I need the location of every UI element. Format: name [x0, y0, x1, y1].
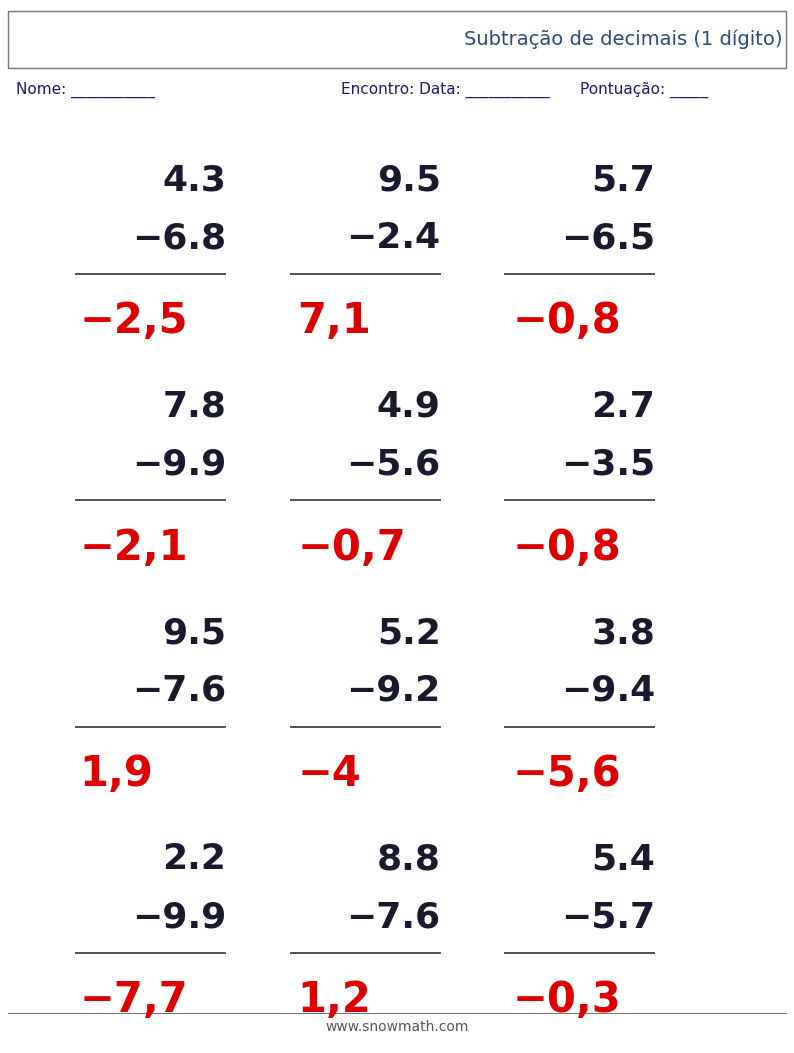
Text: −7.6: −7.6: [346, 900, 441, 934]
Text: −3.5: −3.5: [561, 448, 655, 481]
Text: −0,7: −0,7: [298, 526, 407, 569]
Text: −2,5: −2,5: [79, 300, 188, 342]
Text: 5.2: 5.2: [377, 616, 441, 650]
Text: 3.8: 3.8: [592, 616, 655, 650]
Text: 2.2: 2.2: [163, 842, 226, 876]
Text: 5.4: 5.4: [592, 842, 655, 876]
Text: Nome: ___________: Nome: ___________: [16, 82, 155, 98]
Text: 4.3: 4.3: [163, 163, 226, 197]
Text: 2.7: 2.7: [592, 390, 655, 423]
Text: 7.8: 7.8: [163, 390, 226, 423]
Text: −0,8: −0,8: [512, 526, 621, 569]
Text: 4.9: 4.9: [376, 390, 441, 423]
Text: −5.6: −5.6: [346, 448, 441, 481]
Text: 9.5: 9.5: [162, 616, 226, 650]
Text: 1,2: 1,2: [298, 979, 372, 1021]
Text: 1,9: 1,9: [79, 753, 153, 795]
Text: −5,6: −5,6: [512, 753, 621, 795]
Text: −4: −4: [298, 753, 361, 795]
Text: −5.7: −5.7: [561, 900, 655, 934]
Text: −7.6: −7.6: [132, 674, 226, 708]
Text: −2.4: −2.4: [346, 221, 441, 255]
Text: 8.8: 8.8: [377, 842, 441, 876]
Text: −6.5: −6.5: [561, 221, 655, 255]
Text: −9.9: −9.9: [132, 900, 226, 934]
Text: 7,1: 7,1: [298, 300, 372, 342]
Text: −9.2: −9.2: [346, 674, 441, 708]
Text: www.snowmath.com: www.snowmath.com: [326, 1020, 468, 1034]
Text: −7,7: −7,7: [79, 979, 188, 1021]
FancyBboxPatch shape: [8, 11, 786, 68]
Text: −9.9: −9.9: [132, 448, 226, 481]
Text: −0,3: −0,3: [512, 979, 621, 1021]
Text: −0,8: −0,8: [512, 300, 621, 342]
Text: −6.8: −6.8: [132, 221, 226, 255]
Text: Encontro: Data: ___________: Encontro: Data: ___________: [341, 82, 550, 98]
Text: −2,1: −2,1: [79, 526, 188, 569]
Text: −9.4: −9.4: [561, 674, 655, 708]
Text: Pontuação: _____: Pontuação: _____: [580, 82, 707, 98]
Text: Subtração de decimais (1 dígito): Subtração de decimais (1 dígito): [464, 29, 782, 49]
Text: 9.5: 9.5: [376, 163, 441, 197]
Text: 5.7: 5.7: [592, 163, 655, 197]
